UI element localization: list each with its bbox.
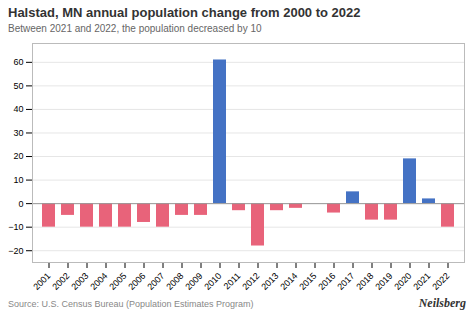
html-text:Halstad, MN annual population: Halstad, MN annual population change fro… (8, 5, 361, 20)
svg-text:2017: 2017 (335, 271, 356, 292)
svg-text:2018: 2018 (354, 271, 375, 292)
svg-text:2011: 2011 (222, 271, 243, 292)
svg-text:2015: 2015 (297, 271, 318, 292)
svg-text:2001: 2001 (31, 271, 52, 292)
svg-text:2010: 2010 (202, 271, 223, 292)
svg-text:2020: 2020 (392, 271, 413, 292)
svg-text:50: 50 (13, 81, 23, 91)
svg-text:2005: 2005 (107, 271, 128, 292)
svg-text:40: 40 (13, 104, 23, 114)
svg-text:30: 30 (13, 128, 23, 138)
html-text:Source: U.S. Census Bureau (Po: Source: U.S. Census Bureau (Population E… (8, 299, 254, 309)
svg-text:60: 60 (13, 57, 23, 67)
html-text:Neilsberg: Neilsberg (418, 296, 466, 310)
svg-text:2006: 2006 (126, 271, 147, 292)
svg-text:2008: 2008 (164, 271, 185, 292)
svg-text:2021: 2021 (411, 271, 432, 292)
svg-text:0: 0 (18, 199, 23, 209)
svg-text:2004: 2004 (88, 271, 109, 292)
svg-text:−10: −10 (8, 222, 23, 232)
svg-text:2012: 2012 (240, 271, 261, 292)
svg-text:10: 10 (13, 175, 23, 185)
svg-text:2009: 2009 (183, 271, 204, 292)
svg-text:2007: 2007 (145, 271, 166, 292)
svg-text:−20: −20 (8, 246, 23, 256)
svg-text:20: 20 (13, 151, 23, 161)
svg-text:2014: 2014 (278, 271, 299, 292)
svg-text:2002: 2002 (50, 271, 71, 292)
svg-text:2003: 2003 (69, 271, 90, 292)
html-text:Between 2021 and 2022, the pop: Between 2021 and 2022, the population de… (8, 23, 262, 34)
svg-text:2022: 2022 (430, 271, 451, 292)
svg-text:2013: 2013 (259, 271, 280, 292)
svg-text:2019: 2019 (373, 271, 394, 292)
svg-text:2016: 2016 (316, 271, 337, 292)
